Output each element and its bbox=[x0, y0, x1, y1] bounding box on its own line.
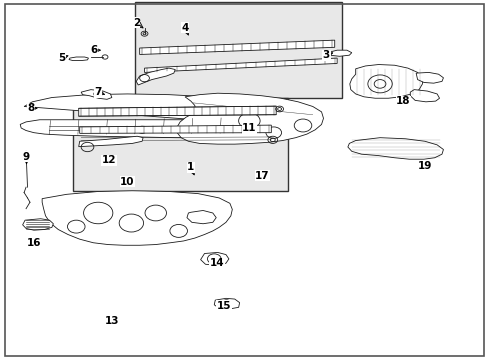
Polygon shape bbox=[177, 93, 323, 144]
Polygon shape bbox=[140, 40, 334, 54]
FancyBboxPatch shape bbox=[135, 3, 341, 98]
Polygon shape bbox=[327, 50, 351, 56]
Polygon shape bbox=[42, 191, 232, 245]
Text: 6: 6 bbox=[90, 45, 98, 55]
Text: 2: 2 bbox=[132, 18, 140, 28]
Text: 19: 19 bbox=[417, 161, 431, 171]
Text: 16: 16 bbox=[26, 238, 41, 248]
Polygon shape bbox=[415, 72, 443, 83]
Text: 1: 1 bbox=[187, 162, 194, 172]
Polygon shape bbox=[349, 64, 422, 98]
Text: 8: 8 bbox=[27, 103, 35, 113]
Polygon shape bbox=[22, 219, 53, 230]
Polygon shape bbox=[79, 136, 143, 147]
Text: 9: 9 bbox=[23, 152, 30, 162]
Text: 7: 7 bbox=[94, 87, 102, 97]
Polygon shape bbox=[80, 125, 271, 134]
Text: 10: 10 bbox=[120, 177, 135, 187]
Polygon shape bbox=[136, 68, 175, 85]
Polygon shape bbox=[347, 138, 443, 159]
Polygon shape bbox=[144, 58, 336, 72]
Polygon shape bbox=[214, 298, 239, 309]
Polygon shape bbox=[69, 57, 88, 60]
Text: 18: 18 bbox=[395, 96, 410, 106]
Text: 5: 5 bbox=[58, 53, 65, 63]
Polygon shape bbox=[20, 94, 244, 138]
Text: 3: 3 bbox=[322, 50, 329, 60]
Text: 14: 14 bbox=[209, 258, 224, 268]
Text: 11: 11 bbox=[242, 123, 256, 133]
Text: 13: 13 bbox=[104, 316, 119, 325]
Text: 17: 17 bbox=[255, 171, 269, 181]
Polygon shape bbox=[79, 106, 276, 116]
Text: 4: 4 bbox=[181, 23, 188, 33]
Text: 12: 12 bbox=[102, 155, 116, 165]
FancyBboxPatch shape bbox=[73, 98, 288, 191]
Polygon shape bbox=[81, 90, 112, 99]
Polygon shape bbox=[409, 90, 439, 102]
Text: 15: 15 bbox=[216, 301, 231, 311]
Polygon shape bbox=[200, 252, 228, 265]
Polygon shape bbox=[186, 211, 216, 224]
